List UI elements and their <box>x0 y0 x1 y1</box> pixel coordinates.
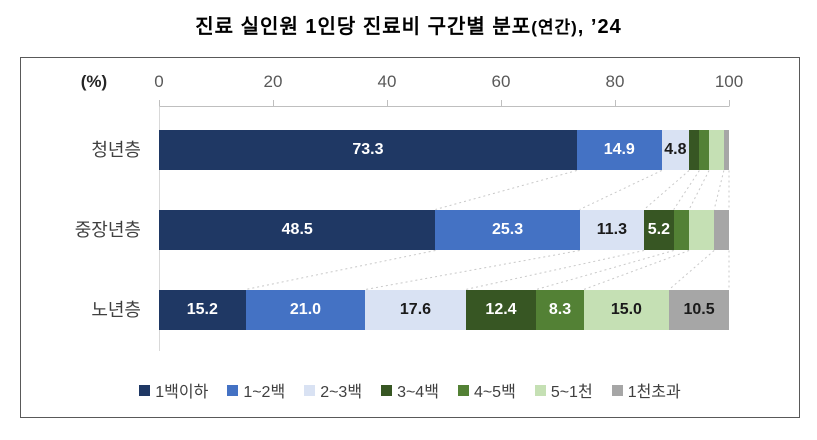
bar-segment <box>435 210 580 250</box>
chart-title-paren: (연간) <box>531 18 578 37</box>
category-label: 청년층 <box>91 140 141 160</box>
data-label: 8.3 <box>548 301 572 318</box>
category-label: 중장년층 <box>74 220 141 240</box>
data-label: 21.0 <box>289 301 322 318</box>
x-axis-tick-label: 80 <box>605 72 625 91</box>
x-axis-tick-label: 20 <box>263 72 283 91</box>
series-connector-line <box>643 170 690 210</box>
data-label: 17.6 <box>399 301 432 318</box>
axis-unit-label: (%) <box>80 72 108 91</box>
series-connector-line <box>668 250 715 290</box>
bar-segment <box>583 290 670 330</box>
legend-item: 5~1천 <box>534 378 593 402</box>
legend-item: 1천초과 <box>611 378 681 402</box>
legend-swatch-icon <box>381 384 393 396</box>
data-label: 4.8 <box>664 141 687 158</box>
legend-label: 4~5백 <box>473 384 516 401</box>
data-label: 15.2 <box>186 301 218 318</box>
legend: 1백이하 1~2백 2~3백 3~4백 4~5백 5~1천 1천초과 <box>21 378 799 402</box>
x-axis-tick-label: 100 <box>714 72 744 91</box>
legend-swatch-icon <box>534 384 546 396</box>
bar-segment <box>709 130 724 170</box>
legend-swatch-icon <box>457 384 469 396</box>
series-connector-line <box>536 250 674 290</box>
bar-segment <box>699 130 710 170</box>
data-label: 48.5 <box>281 221 313 238</box>
legend-item: 1~2백 <box>227 378 285 402</box>
bar-segment <box>365 290 466 330</box>
legend-item: 4~5백 <box>457 378 516 402</box>
legend-label: 1백이하 <box>155 384 209 401</box>
bar-segment <box>245 290 366 330</box>
category-label: 노년층 <box>91 300 141 320</box>
bar-segment <box>579 210 645 250</box>
series-connector-line <box>713 170 725 210</box>
x-axis-tick-label: 0 <box>154 72 164 91</box>
chart-title-main: 진료 실인원 1인당 진료비 구간별 분포 <box>195 16 532 38</box>
chart-title-suffix: , ’24 <box>577 16 622 38</box>
legend-label: 2~3백 <box>320 384 363 401</box>
legend-swatch-icon <box>227 384 239 396</box>
bar-segment <box>661 130 690 170</box>
legend-label: 5~1천 <box>550 384 593 401</box>
legend-label: 1~2백 <box>243 384 286 401</box>
bar-segment <box>159 290 246 330</box>
legend-swatch-icon <box>139 384 151 396</box>
bar-segment <box>669 290 729 330</box>
chart-frame: (%) 0 20 40 60 80 100 청년층 73.3 14.9 4.8 중장년층 48.5 2… <box>20 57 800 418</box>
series-connector-line <box>688 170 710 210</box>
gridlines-and-connectors <box>159 100 730 351</box>
x-axis-tick-label: 60 <box>491 72 511 91</box>
series-connector-line <box>245 250 436 290</box>
legend-item: 1백이하 <box>139 378 208 402</box>
data-label: 25.3 <box>491 221 524 238</box>
series-connector-line <box>435 170 577 210</box>
bar-segment <box>159 130 577 170</box>
bar-segment <box>723 130 729 170</box>
bar-segment <box>644 210 674 250</box>
series-connector-line <box>365 250 580 290</box>
bar-segment <box>689 130 700 170</box>
data-label: 12.4 <box>485 301 517 318</box>
legend-label: 1천초과 <box>627 384 681 401</box>
series-connector-line <box>583 250 690 290</box>
bar-segment <box>689 210 715 250</box>
series-connector-line <box>673 170 700 210</box>
x-axis-tick-label: 40 <box>377 72 397 91</box>
legend-item: 2~3백 <box>304 378 362 402</box>
chart-title: 진료 실인원 1인당 진료비 구간별 분포(연간), ’24 <box>0 10 817 39</box>
legend-swatch-icon <box>611 384 623 396</box>
data-label: 15.0 <box>610 301 642 318</box>
legend-item: 3~4백 <box>381 378 439 402</box>
bar-segment <box>673 210 690 250</box>
legend-label: 3~4백 <box>397 384 439 401</box>
bar-segment <box>714 210 729 250</box>
bar-segment <box>159 210 436 250</box>
bar-segment <box>576 130 662 170</box>
legend-swatch-icon <box>304 384 316 396</box>
bar-segment <box>536 290 584 330</box>
bar-segment <box>465 290 537 330</box>
series-connector-line <box>465 250 645 290</box>
data-label: 10.5 <box>683 301 715 318</box>
data-label: 73.3 <box>352 141 384 158</box>
series-connector-line <box>579 170 662 210</box>
data-label: 11.3 <box>596 221 627 238</box>
data-label: 5.2 <box>647 221 670 238</box>
data-label: 14.9 <box>603 141 635 158</box>
